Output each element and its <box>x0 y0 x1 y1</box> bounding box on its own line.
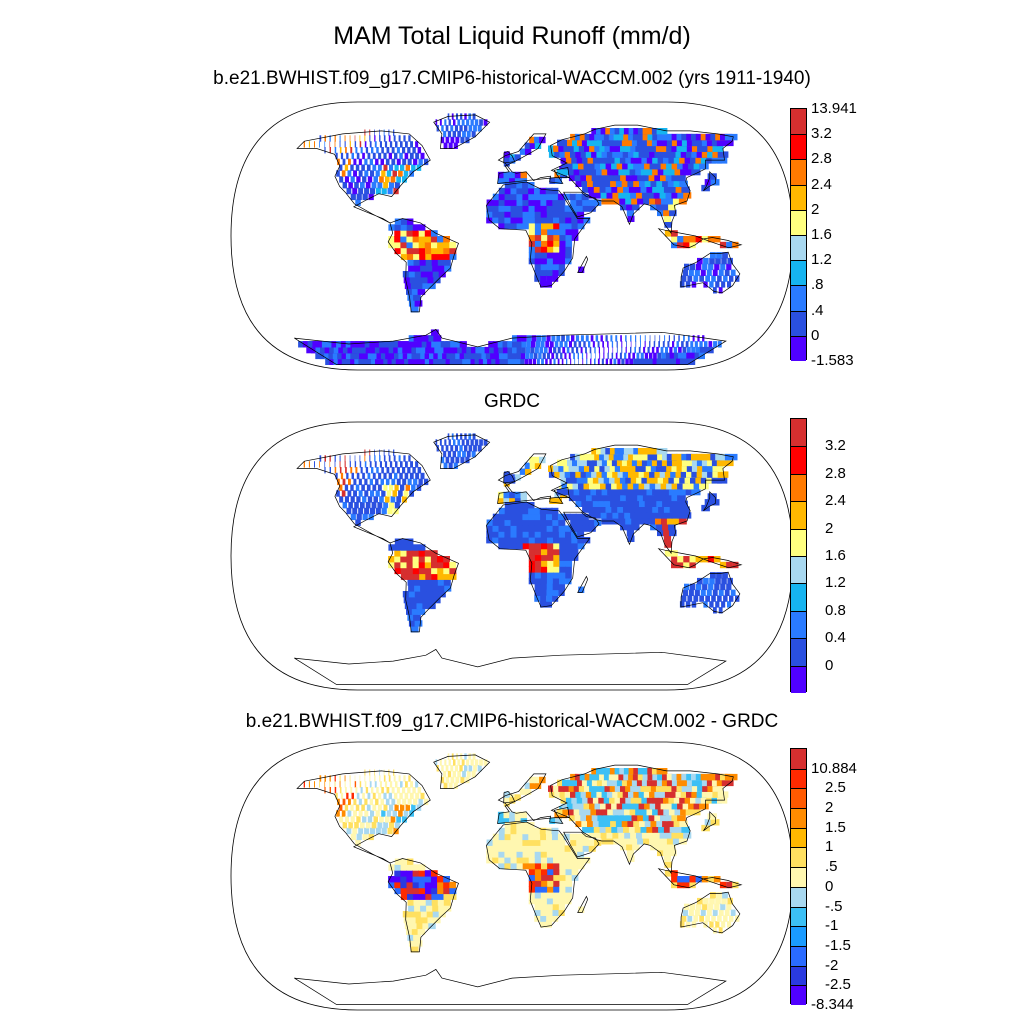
colorbar-label: 2 <box>825 799 834 817</box>
colorbar-label: 0.4 <box>825 629 846 647</box>
coastlines-model <box>294 114 743 365</box>
colorbar-label: -2 <box>825 956 839 974</box>
colorbar-swatch <box>791 556 806 584</box>
panel-title-model: b.e21.BWHIST.f09_g17.CMIP6-historical-WA… <box>213 68 811 89</box>
colorbar-label: 2.4 <box>825 492 846 510</box>
panel-title-obs: GRDC <box>484 391 540 412</box>
colorbar-label: -1 <box>825 917 839 935</box>
colorbar-swatch <box>791 749 806 769</box>
colorbar-swatch <box>791 945 806 966</box>
colorbar-swatch <box>791 926 806 946</box>
map-model <box>230 101 794 371</box>
colorbar-label: -2.5 <box>825 976 851 994</box>
colorbar-swatch <box>791 528 806 556</box>
colorbar-swatch <box>791 446 806 474</box>
colorbar-swatch <box>791 788 806 809</box>
colorbar-label: -8.344 <box>811 996 854 1013</box>
field-diff <box>303 753 740 953</box>
colorbar-label: 0 <box>825 656 834 674</box>
colorbar-label: 3.2 <box>811 125 832 143</box>
colorbar-label: 2 <box>811 200 820 218</box>
colorbar-label: 0 <box>825 877 834 895</box>
colorbar-label: 13.941 <box>811 100 857 117</box>
coastlines-diff <box>294 754 743 1005</box>
colorbar-swatch <box>791 209 806 235</box>
colorbar-label: .4 <box>811 301 824 319</box>
colorbar-swatch <box>791 665 806 693</box>
colorbar-swatch <box>791 419 806 447</box>
colorbar-swatch <box>791 965 806 986</box>
colorbar-swatch <box>791 501 806 529</box>
colorbar-swatch <box>791 768 806 789</box>
colorbar-label: 2 <box>825 519 834 537</box>
colorbar-swatch <box>791 235 806 261</box>
colorbar-label: .8 <box>811 276 824 294</box>
colorbar-swatch <box>791 610 806 639</box>
colorbar-swatch <box>791 310 806 336</box>
colorbar-label: 3.2 <box>825 437 846 455</box>
colorbar-swatch <box>791 184 806 210</box>
colorbar-swatch <box>791 827 806 848</box>
colorbar-swatch <box>791 638 806 666</box>
colorbar-label: 2.4 <box>811 175 832 193</box>
colorbar-label: 1.2 <box>825 574 846 592</box>
colorbar-swatch <box>791 134 806 160</box>
colorbar-swatch <box>791 583 806 611</box>
map-outline-obs <box>230 421 794 691</box>
colorbar-label: .5 <box>825 858 838 876</box>
map-obs <box>230 421 794 691</box>
colorbar-swatch <box>791 159 806 185</box>
colorbar-swatch <box>791 285 806 311</box>
colorbar-label: 1.6 <box>825 547 846 564</box>
colorbar-label: -1.5 <box>825 936 851 954</box>
colorbar-label: -1.583 <box>811 352 854 369</box>
colorbar-swatch <box>791 473 806 502</box>
colorbar-label: 0 <box>811 326 820 344</box>
panel-title-diff: b.e21.BWHIST.f09_g17.CMIP6-historical-WA… <box>245 711 779 732</box>
colorbar-swatch <box>791 335 806 361</box>
colorbar-label: 1.6 <box>811 226 832 243</box>
colorbar-label: 2.8 <box>811 150 832 168</box>
colorbar-swatch <box>791 109 806 135</box>
colorbar-label: 10.884 <box>811 759 857 777</box>
colorbar-swatch <box>791 847 806 868</box>
map-outline-model <box>230 101 794 371</box>
coastlines-obs <box>294 434 743 685</box>
colorbar-label: 2.5 <box>825 779 846 797</box>
colorbar-swatch <box>791 867 806 887</box>
map-diff <box>230 741 794 1011</box>
colorbar-swatch <box>791 260 806 286</box>
colorbar-swatch <box>791 886 806 907</box>
colorbar-label: 0.8 <box>825 601 846 619</box>
colorbar-swatch <box>791 985 806 1005</box>
colorbar-swatch <box>791 906 806 927</box>
colorbar-label: 1.5 <box>825 818 846 836</box>
colorbar-label: 1.2 <box>811 251 832 269</box>
colorbar-swatch <box>791 808 806 828</box>
field-obs <box>303 433 740 633</box>
colorbar-label: -.5 <box>825 897 843 915</box>
colorbar-label: 1 <box>825 838 834 856</box>
map-outline-diff <box>230 741 794 1011</box>
figure-title: MAM Total Liquid Runoff (mm/d) <box>333 22 691 50</box>
colorbar-label: 2.8 <box>825 464 846 482</box>
